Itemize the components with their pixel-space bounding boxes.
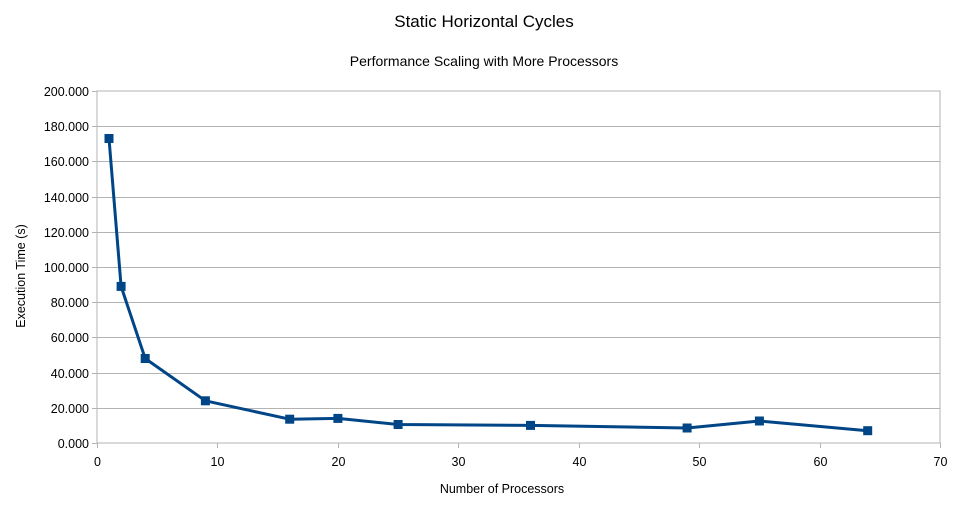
data-point-marker: [333, 413, 343, 423]
chart-subtitle: Performance Scaling with More Processors: [350, 53, 618, 69]
y-tick-label: 120.000: [44, 226, 89, 240]
x-tick-label: 20: [332, 455, 346, 469]
x-tick-label: 10: [211, 455, 225, 469]
x-axis-label: Number of Processors: [440, 482, 564, 496]
data-point-marker: [140, 354, 150, 363]
data-point-marker: [200, 396, 210, 406]
x-tick-label: 30: [452, 455, 466, 469]
series-group: [104, 134, 873, 436]
data-point-marker: [754, 416, 764, 426]
y-tick-label: 200.000: [44, 85, 89, 99]
y-tick-label: 20.000: [51, 402, 89, 416]
y-tick-label: 100.000: [44, 261, 89, 275]
data-point-marker: [526, 420, 535, 430]
x-tick-label: 70: [934, 455, 948, 469]
y-axis: 0.000 20.000 40.000 60.000 80.000 100.000 120.…: [44, 85, 97, 451]
x-tick-label: 60: [814, 455, 828, 469]
chart-title: Static Horizontal Cycles: [394, 12, 574, 31]
data-point-marker: [104, 134, 114, 143]
y-tick-label: 180.000: [44, 120, 89, 134]
x-tick-label: 40: [573, 455, 587, 469]
x-axis: 0 10 20 30 40 50 60 70: [94, 443, 947, 469]
data-point-marker: [682, 423, 692, 433]
y-tick-label: 140.000: [44, 191, 89, 205]
y-tick-label: 80.000: [51, 296, 89, 310]
x-tick-label: 0: [94, 455, 101, 469]
x-tick-label: 50: [693, 455, 707, 469]
data-point-marker: [285, 414, 295, 424]
series-line: [107, 137, 870, 433]
y-tick-label: 60.000: [51, 331, 89, 345]
gridlines: [97, 126, 940, 409]
data-point-marker: [116, 281, 126, 291]
y-tick-label: 40.000: [51, 367, 89, 381]
y-axis-label: Execution Time (s): [14, 224, 28, 328]
y-tick-label: 0.000: [58, 437, 89, 451]
data-point-marker: [863, 426, 873, 436]
y-tick-label: 160.000: [44, 155, 89, 169]
data-point-marker: [393, 420, 403, 429]
